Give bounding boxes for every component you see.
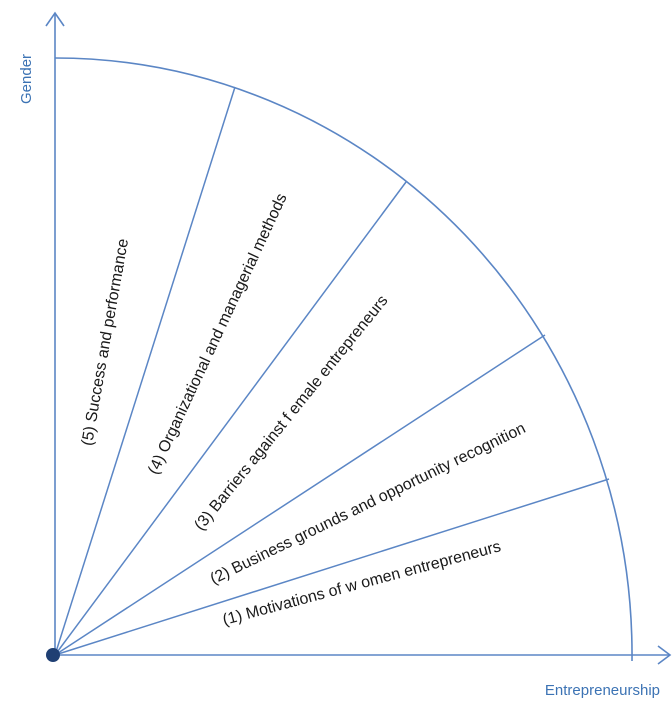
divider-ray-2 <box>54 334 546 656</box>
gender-axis-arrow <box>45 11 65 27</box>
entrepreneurship-axis-arrow <box>657 645 672 665</box>
divider-ray-4 <box>54 86 236 656</box>
origin-dot <box>46 648 60 662</box>
segment-label-5: (5) Success and performance <box>79 237 132 447</box>
divider-ray-3 <box>54 181 407 656</box>
divider-ray-1 <box>54 478 610 656</box>
outer-arc <box>54 57 633 662</box>
entrepreneurship-axis-label: Entrepreneurship <box>545 682 660 699</box>
gender-axis-label: Gender <box>18 54 35 104</box>
